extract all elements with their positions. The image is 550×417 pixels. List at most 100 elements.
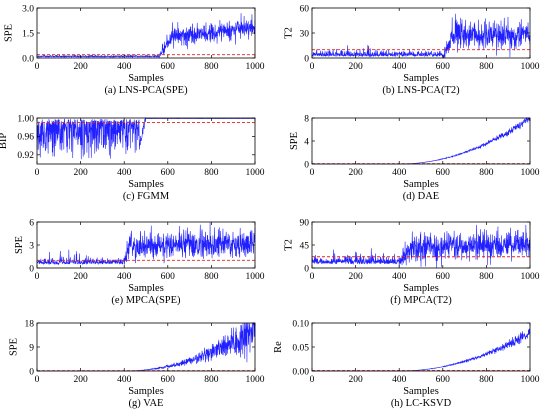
x-tick-label: 200 [73,168,88,178]
x-tick-label: 800 [204,272,219,282]
y-tick-label: 0 [304,264,309,274]
x-tick-label: 200 [73,272,88,282]
series-line [312,117,531,165]
x-tick-label: 200 [348,272,363,282]
y-tick-label: 90 [300,218,310,228]
x-tick-label: 400 [117,375,132,385]
x-tick-label: 800 [479,62,494,72]
x-tick-label: 800 [204,168,219,178]
x-tick-label: 600 [436,375,451,385]
subplot-caption: (c) FGMM [123,191,170,202]
subplot-4: 0 200 400 600 800 1000 0 4 8 SPE Samples(d) DAE [289,114,540,202]
x-tick-label: 0 [310,62,315,72]
x-tick-label: 600 [161,62,176,72]
y-axis-label: BIP [0,133,9,150]
x-tick-label: 1000 [521,168,540,178]
x-tick-label: 400 [392,62,407,72]
series-line [37,322,256,372]
x-axis-label: Samples [403,386,439,397]
y-tick-label: 0.00 [292,367,309,377]
axes-frame [311,117,531,165]
x-tick-label: 400 [392,375,407,385]
y-tick-label: 3.0 [22,4,34,14]
series-line [36,116,256,160]
x-tick-label: 0 [35,272,40,282]
axes-frame [36,117,256,165]
y-tick-label: 8 [304,114,309,124]
x-tick-label: 1000 [246,375,265,385]
x-tick-label: 1000 [246,168,265,178]
x-tick-label: 600 [436,62,451,72]
x-tick-label: 0 [310,272,315,282]
subplot-caption: (a) LNS-PCA(SPE) [104,85,188,96]
y-axis-label: T2 [284,239,295,251]
subplot-7: 0 200 400 600 800 1000 0 9 18 SPE Samples(g) VAE [9,319,265,409]
x-tick-label: 800 [204,375,219,385]
y-tick-label: 0 [29,264,34,274]
y-tick-label: 0.10 [292,319,309,329]
x-axis-label: Samples [128,386,164,397]
x-tick-label: 200 [348,62,363,72]
y-tick-label: 60 [300,4,310,14]
x-axis-label: Samples [128,179,164,190]
x-tick-label: 200 [73,62,88,72]
subplot-caption: (g) VAE [129,398,164,409]
x-tick-label: 400 [392,168,407,178]
x-tick-label: 400 [117,62,132,72]
y-tick-label: 9 [29,343,34,353]
y-axis-label: Re [273,341,284,353]
x-axis-label: Samples [128,73,164,84]
x-tick-label: 600 [161,168,176,178]
x-tick-label: 800 [479,375,494,385]
y-tick-label: 0 [304,160,309,170]
x-tick-label: 1000 [246,62,265,72]
x-tick-label: 0 [310,168,315,178]
x-tick-label: 400 [392,272,407,282]
x-tick-label: 1000 [521,62,540,72]
x-tick-label: 400 [117,272,132,282]
x-tick-label: 0 [310,375,315,385]
y-axis-label: T2 [284,27,295,39]
y-axis-label: SPE [3,24,14,42]
series-line [311,224,531,269]
y-tick-label: 0.96 [17,133,34,143]
y-tick-label: 30 [300,29,310,39]
y-tick-label: 18 [25,319,35,329]
subplot-caption: (e) MPCA(SPE) [111,295,181,306]
x-tick-label: 0 [35,62,40,72]
y-tick-label: 3 [29,241,34,251]
subplot-6: 0 200 400 600 800 1000 0 45 90 T2 Samples(f) MPCA(… [284,218,540,306]
x-tick-label: 200 [348,375,363,385]
x-tick-label: 1000 [521,375,540,385]
series-line [36,222,256,266]
y-tick-label: 0 [304,54,309,64]
y-tick-label: 1.00 [17,114,34,124]
y-tick-label: 4 [304,137,309,147]
x-tick-label: 800 [479,168,494,178]
subplot-2: 0 200 400 600 800 1000 0 30 60 T2 Samples(b) LNS-P… [284,4,540,96]
subplot-caption: (b) LNS-PCA(T2) [382,85,460,96]
x-tick-label: 1000 [521,272,540,282]
series-line [36,13,256,59]
y-tick-label: 0.05 [292,343,309,353]
x-tick-label: 200 [348,168,363,178]
subplot-1: 0 200 400 600 800 1000 0.0 1.5 3.0 SPE Samples(a) … [3,4,264,96]
y-tick-label: 0 [29,367,34,377]
series-line [311,13,531,59]
x-axis-label: Samples [403,73,439,84]
subplot-3: 0 200 400 600 800 1000 0.92 0.96 1.00 BIP Samples(… [0,114,265,202]
y-tick-label: 0.0 [22,54,34,64]
x-axis-label: Samples [403,179,439,190]
x-tick-label: 600 [436,272,451,282]
axes-frame [36,7,256,59]
x-tick-label: 0 [35,375,40,385]
subplot-caption: (d) DAE [403,191,439,202]
y-tick-label: 6 [29,218,34,228]
series-line [312,328,531,372]
x-tick-label: 800 [204,62,219,72]
x-axis-label: Samples [403,283,439,294]
subplot-caption: (h) LC-KSVD [391,398,452,409]
x-tick-label: 600 [161,375,176,385]
x-tick-label: 600 [161,272,176,282]
